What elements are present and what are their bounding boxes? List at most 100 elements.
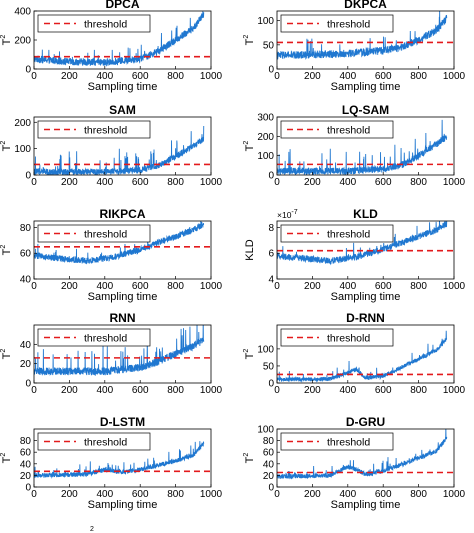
legend-label: threshold bbox=[327, 19, 370, 31]
legend-label: threshold bbox=[327, 437, 370, 449]
x-tick-label: 400 bbox=[339, 177, 356, 188]
x-tick-label: 1000 bbox=[443, 281, 466, 292]
legend-label: threshold bbox=[327, 229, 370, 241]
x-tick-label: 600 bbox=[375, 489, 392, 500]
y-tick-label: 0 bbox=[268, 483, 274, 494]
x-tick-label: 0 bbox=[31, 71, 37, 82]
x-tick-label: 200 bbox=[61, 177, 78, 188]
x-tick-label: 800 bbox=[410, 71, 427, 82]
x-tick-label: 200 bbox=[304, 489, 321, 500]
legend-label: threshold bbox=[84, 333, 127, 345]
axes-box bbox=[33, 220, 212, 280]
legend-label: threshold bbox=[327, 333, 370, 345]
y-axis-label: T2 bbox=[0, 349, 13, 360]
y-tick-label: 60 bbox=[20, 249, 32, 260]
legend-box bbox=[37, 14, 151, 33]
x-tick-label: 800 bbox=[167, 177, 184, 188]
x-tick-label: 200 bbox=[61, 71, 78, 82]
y-tick-label: 100 bbox=[14, 144, 31, 155]
y-axis-label: T2 bbox=[0, 245, 13, 256]
plot-title: RIKPCA bbox=[99, 207, 145, 221]
legend-label: threshold bbox=[84, 229, 127, 241]
x-tick-label: 1000 bbox=[200, 281, 223, 292]
x-tick-label: 200 bbox=[304, 281, 321, 292]
y-tick-label: 200 bbox=[257, 132, 274, 143]
x-tick-label: 200 bbox=[304, 71, 321, 82]
plot-title: D-LSTM bbox=[100, 415, 145, 429]
plot-title: KLD bbox=[353, 207, 378, 221]
x-tick-label: 800 bbox=[167, 281, 184, 292]
y-tick-label: 40 bbox=[20, 275, 32, 286]
x-axis-label: Sampling time bbox=[88, 81, 158, 93]
x-tick-label: 1000 bbox=[443, 385, 466, 396]
axes-box bbox=[276, 220, 455, 280]
x-tick-label: 200 bbox=[304, 177, 321, 188]
legend-label: threshold bbox=[84, 437, 127, 449]
x-tick-label: 1000 bbox=[443, 489, 466, 500]
x-tick-label: 0 bbox=[31, 385, 37, 396]
legend-box bbox=[280, 224, 394, 243]
x-tick-label: 1000 bbox=[443, 177, 466, 188]
x-tick-label: 800 bbox=[410, 281, 427, 292]
x-tick-label: 400 bbox=[339, 385, 356, 396]
caption-fragment: 2 bbox=[90, 526, 94, 533]
x-tick-label: 200 bbox=[61, 489, 78, 500]
x-tick-label: 200 bbox=[304, 385, 321, 396]
x-tick-label: 0 bbox=[31, 281, 37, 292]
x-tick-label: 800 bbox=[167, 385, 184, 396]
y-tick-label: 0 bbox=[268, 65, 274, 76]
x-tick-label: 800 bbox=[167, 71, 184, 82]
x-tick-label: 400 bbox=[339, 281, 356, 292]
x-tick-label: 600 bbox=[132, 281, 149, 292]
y-tick-label: 200 bbox=[14, 36, 31, 47]
x-tick-label: 1000 bbox=[200, 177, 223, 188]
y-axis-label-superscript: 2 bbox=[243, 141, 250, 145]
legend-box bbox=[37, 432, 151, 451]
x-tick-label: 0 bbox=[274, 177, 280, 188]
y-tick-label: 80 bbox=[20, 223, 32, 234]
y-tick-label: 0 bbox=[25, 483, 31, 494]
x-tick-label: 600 bbox=[132, 385, 149, 396]
x-tick-label: 1000 bbox=[200, 71, 223, 82]
y-axis-label-superscript: 2 bbox=[0, 35, 7, 39]
y-tick-label: 100 bbox=[257, 16, 274, 27]
plot-title: DKPCA bbox=[344, 0, 387, 11]
legend-label: threshold bbox=[327, 125, 370, 137]
y-tick-label: 50 bbox=[263, 361, 275, 372]
exponent-power: -7 bbox=[291, 209, 297, 216]
y-tick-label: 20 bbox=[263, 471, 275, 482]
y-axis-label-superscript: 2 bbox=[243, 35, 250, 39]
x-axis-label: Sampling time bbox=[331, 499, 401, 511]
legend-box bbox=[37, 224, 151, 243]
x-tick-label: 800 bbox=[410, 489, 427, 500]
plot-title: LQ-SAM bbox=[342, 103, 389, 117]
y-tick-label: 4 bbox=[268, 275, 274, 286]
axes-box bbox=[33, 116, 212, 176]
x-tick-label: 400 bbox=[339, 71, 356, 82]
x-axis-label: Sampling time bbox=[331, 81, 401, 93]
y-axis-label-superscript: 2 bbox=[0, 141, 7, 145]
y-tick-label: 0 bbox=[25, 171, 31, 182]
y-tick-label: 400 bbox=[14, 7, 31, 18]
x-tick-label: 0 bbox=[31, 489, 37, 500]
y-tick-label: 100 bbox=[257, 425, 274, 436]
y-tick-label: 80 bbox=[263, 436, 275, 447]
y-axis-label-superscript: 2 bbox=[0, 245, 7, 249]
y-tick-label: 80 bbox=[20, 436, 32, 447]
series-line bbox=[34, 441, 205, 479]
y-tick-label: 50 bbox=[263, 40, 275, 51]
y-axis-label: T2 bbox=[243, 349, 256, 360]
x-tick-label: 400 bbox=[96, 281, 113, 292]
series-line bbox=[34, 221, 205, 265]
x-tick-label: 800 bbox=[167, 489, 184, 500]
y-tick-label: 40 bbox=[20, 459, 32, 470]
y-tick-label: 60 bbox=[20, 448, 32, 459]
x-tick-label: 600 bbox=[375, 71, 392, 82]
x-tick-label: 1000 bbox=[443, 71, 466, 82]
legend-label: threshold bbox=[84, 19, 127, 31]
axes-box bbox=[276, 324, 455, 384]
x-axis-label: Sampling time bbox=[88, 291, 158, 303]
y-tick-label: 8 bbox=[268, 223, 274, 234]
y-axis-label: KLD bbox=[244, 239, 256, 260]
